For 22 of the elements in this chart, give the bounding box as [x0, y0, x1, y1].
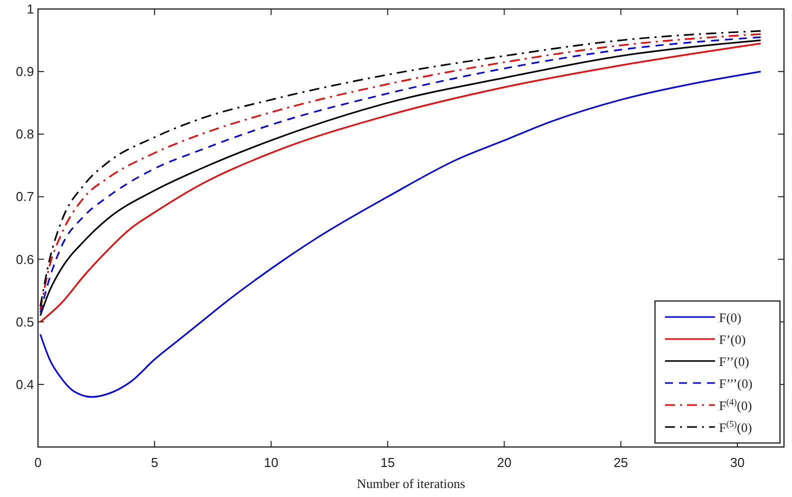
x-tick-label: 30 [730, 455, 745, 470]
y-tick-label: 0.9 [16, 64, 34, 80]
x-tick-label: 20 [497, 455, 512, 470]
legend-label: F’’(0) [719, 354, 750, 369]
legend-label: F$^{(4)}$(0) [719, 397, 752, 413]
x-tick-label: 5 [150, 455, 158, 470]
legend-label: F(0) [719, 310, 742, 325]
line-series [40, 70, 762, 398]
x-tick-label: 25 [614, 455, 628, 470]
legend-label: F’’’(0) [719, 376, 752, 391]
y-tick-label: 0.7 [16, 189, 34, 204]
x-tick-label: 0 [34, 455, 42, 470]
y-tick-label: 1 [26, 2, 34, 16]
legend-label: F$^{(5)}$(0) [719, 419, 752, 435]
x-tick-label: 15 [380, 455, 395, 470]
x-tick-label: 10 [264, 455, 278, 470]
y-tick-label: 0.8 [16, 126, 34, 142]
x-axis-title: Number of iterations [356, 476, 466, 491]
y-tick-label: 0.4 [16, 376, 34, 392]
y-tick-label: 0.6 [16, 252, 34, 267]
y-tick-label: 0.5 [16, 314, 34, 330]
legend-label: F’(0) [719, 332, 746, 347]
